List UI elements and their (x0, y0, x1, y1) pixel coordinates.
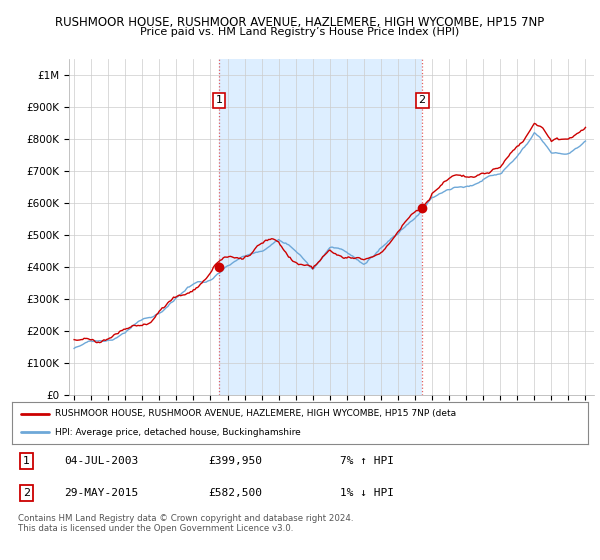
Text: Price paid vs. HM Land Registry’s House Price Index (HPI): Price paid vs. HM Land Registry’s House … (140, 27, 460, 37)
Text: 1% ↓ HPI: 1% ↓ HPI (340, 488, 394, 498)
Text: RUSHMOOR HOUSE, RUSHMOOR AVENUE, HAZLEMERE, HIGH WYCOMBE, HP15 7NP (deta: RUSHMOOR HOUSE, RUSHMOOR AVENUE, HAZLEME… (55, 409, 457, 418)
Text: £399,950: £399,950 (208, 456, 262, 466)
Text: Contains HM Land Registry data © Crown copyright and database right 2024.
This d: Contains HM Land Registry data © Crown c… (18, 514, 353, 534)
Text: 7% ↑ HPI: 7% ↑ HPI (340, 456, 394, 466)
Bar (219, 59, 422, 395)
Text: 1: 1 (23, 456, 30, 466)
Text: 04-JUL-2003: 04-JUL-2003 (64, 456, 138, 466)
Text: HPI: Average price, detached house, Buckinghamshire: HPI: Average price, detached house, Buck… (55, 428, 301, 437)
Text: 2: 2 (419, 95, 426, 105)
Text: 1: 1 (215, 95, 223, 105)
Text: RUSHMOOR HOUSE, RUSHMOOR AVENUE, HAZLEMERE, HIGH WYCOMBE, HP15 7NP: RUSHMOOR HOUSE, RUSHMOOR AVENUE, HAZLEME… (55, 16, 545, 29)
Text: 2: 2 (23, 488, 30, 498)
Text: 29-MAY-2015: 29-MAY-2015 (64, 488, 138, 498)
Text: £582,500: £582,500 (208, 488, 262, 498)
